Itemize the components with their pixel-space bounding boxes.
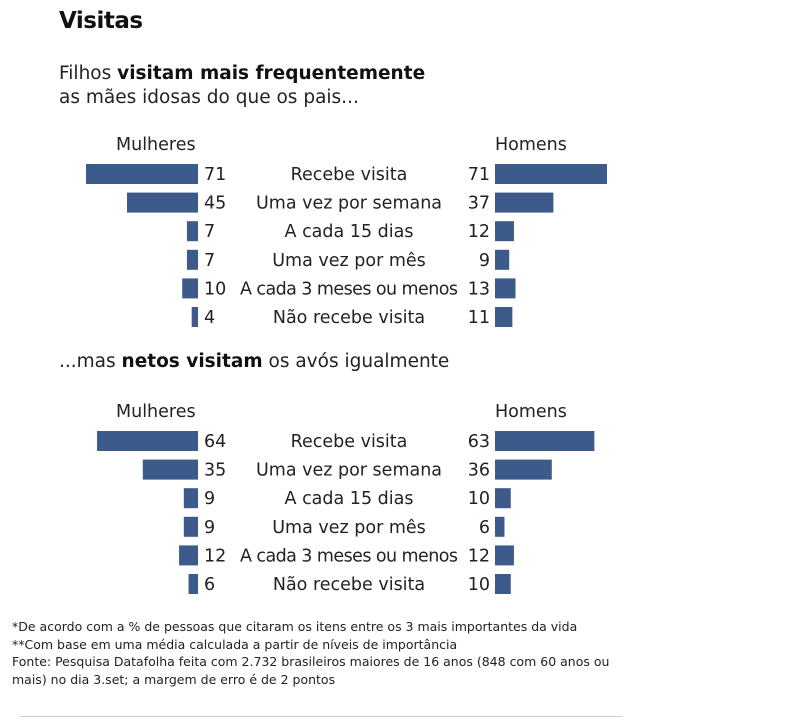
bar-right-nao-recebe-visita <box>495 307 513 327</box>
category-label-recebe-visita: Recebe visita <box>291 432 408 452</box>
category-label-uma-vez-por-mes: Uma vez por mês <box>272 518 426 538</box>
value-right-a-cada-3-meses-ou-menos: 13 <box>468 279 490 299</box>
bar-left-uma-vez-por-mes <box>186 249 198 270</box>
bar-left-recebe-visita <box>86 164 198 184</box>
bar-left-recebe-visita <box>97 431 198 451</box>
value-left-a-cada-3-meses-ou-menos: 12 <box>204 546 226 566</box>
value-right-uma-vez-por-semana: 37 <box>468 194 490 214</box>
legend-left-mulheres: Mulheres <box>116 402 196 422</box>
chart-panel-1: Mulheres Homens 71 71 Recebe visita 45 37 Uma v… <box>0 128 805 338</box>
value-right-recebe-visita: 63 <box>468 432 490 452</box>
headline-1-line2: as mães idosas do que os pais... <box>59 87 359 108</box>
headline-1-start: Filhos <box>59 63 118 84</box>
bar-left-a-cada-15-dias <box>183 488 198 509</box>
headline-2: ...mas netos visitam os avós igualmente <box>59 351 449 372</box>
value-right-nao-recebe-visita: 10 <box>468 575 490 595</box>
bar-left-uma-vez-por-semana <box>127 192 198 213</box>
value-right-uma-vez-por-mes: 6 <box>479 518 490 538</box>
category-label-nao-recebe-visita: Não recebe visita <box>273 308 425 328</box>
bar-right-nao-recebe-visita <box>495 574 511 594</box>
bar-right-recebe-visita <box>495 431 595 451</box>
footnote-source: Fonte: Pesquisa Datafolha feita com 2.73… <box>12 654 610 687</box>
headline-2-bold: netos visitam <box>121 351 263 372</box>
value-left-recebe-visita: 64 <box>204 432 226 452</box>
bar-right-uma-vez-por-mes <box>495 249 510 270</box>
category-label-nao-recebe-visita: Não recebe visita <box>273 575 425 595</box>
bar-right-a-cada-3-meses-ou-menos <box>495 545 514 566</box>
legend-right-homens: Homens <box>495 402 567 422</box>
footnote-1: *De acordo com a % de pessoas que citara… <box>12 619 578 634</box>
bar-left-a-cada-15-dias <box>186 221 198 242</box>
bar-right-a-cada-15-dias <box>495 488 511 509</box>
bar-right-recebe-visita <box>495 164 607 184</box>
value-left-uma-vez-por-mes: 9 <box>204 518 215 538</box>
bar-right-a-cada-3-meses-ou-menos <box>495 278 516 299</box>
bar-left-uma-vez-por-mes <box>183 516 198 537</box>
bar-right-uma-vez-por-semana <box>495 192 554 213</box>
value-left-uma-vez-por-semana: 45 <box>204 194 226 214</box>
bar-right-a-cada-15-dias <box>495 221 514 242</box>
bar-left-nao-recebe-visita <box>188 574 198 594</box>
category-label-a-cada-3-meses-ou-menos: A cada 3 meses ou menos <box>240 546 458 566</box>
bottom-divider <box>20 716 622 717</box>
value-left-recebe-visita: 71 <box>204 165 226 185</box>
bar-left-a-cada-3-meses-ou-menos <box>179 545 198 566</box>
value-left-a-cada-15-dias: 7 <box>204 222 215 242</box>
chart-panel-2: Mulheres Homens 64 63 Recebe visita 35 36 Uma v… <box>0 395 805 605</box>
value-right-a-cada-15-dias: 10 <box>468 489 490 509</box>
category-label-uma-vez-por-semana: Uma vez por semana <box>256 461 442 481</box>
category-label-a-cada-15-dias: A cada 15 dias <box>285 222 414 242</box>
value-right-a-cada-15-dias: 12 <box>468 222 490 242</box>
bar-left-nao-recebe-visita <box>191 307 198 327</box>
category-label-recebe-visita: Recebe visita <box>291 165 408 185</box>
value-left-uma-vez-por-semana: 35 <box>204 461 226 481</box>
category-label-uma-vez-por-mes: Uma vez por mês <box>272 251 426 271</box>
value-right-nao-recebe-visita: 11 <box>468 308 490 328</box>
category-label-a-cada-15-dias: A cada 15 dias <box>285 489 414 509</box>
footnote-2: **Com base em uma média calculada a part… <box>12 636 458 652</box>
headline-2-start: ...mas <box>59 351 122 372</box>
headline-2-end: os avós igualmente <box>262 351 450 372</box>
footnotes: *De acordo com a % de pessoas que citara… <box>12 618 622 688</box>
value-left-nao-recebe-visita: 4 <box>204 308 215 328</box>
value-left-a-cada-15-dias: 9 <box>204 489 215 509</box>
category-label-uma-vez-por-semana: Uma vez por semana <box>256 194 442 214</box>
bar-left-uma-vez-por-semana <box>142 459 198 480</box>
value-right-uma-vez-por-mes: 9 <box>479 251 490 271</box>
bar-right-uma-vez-por-mes <box>495 516 505 537</box>
value-left-a-cada-3-meses-ou-menos: 10 <box>204 279 226 299</box>
value-right-a-cada-3-meses-ou-menos: 12 <box>468 546 490 566</box>
butterfly-chart-grandchildren: Mulheres Homens 64 63 Recebe visita 35 36 Uma v… <box>97 402 595 595</box>
category-label-a-cada-3-meses-ou-menos: A cada 3 meses ou menos <box>240 279 458 299</box>
value-right-uma-vez-por-semana: 36 <box>468 461 490 481</box>
legend-left-mulheres: Mulheres <box>116 135 196 155</box>
value-right-recebe-visita: 71 <box>468 165 490 185</box>
headline-1-bold: visitam mais frequentemente <box>117 63 426 84</box>
bar-right-uma-vez-por-semana <box>495 459 552 480</box>
chart-title: Visitas <box>59 8 143 34</box>
value-left-uma-vez-por-mes: 7 <box>204 251 215 271</box>
legend-right-homens: Homens <box>495 135 567 155</box>
headline-1: Filhos visitam mais frequentemente as mã… <box>59 62 425 110</box>
bar-left-a-cada-3-meses-ou-menos <box>182 278 198 299</box>
value-left-nao-recebe-visita: 6 <box>204 575 215 595</box>
